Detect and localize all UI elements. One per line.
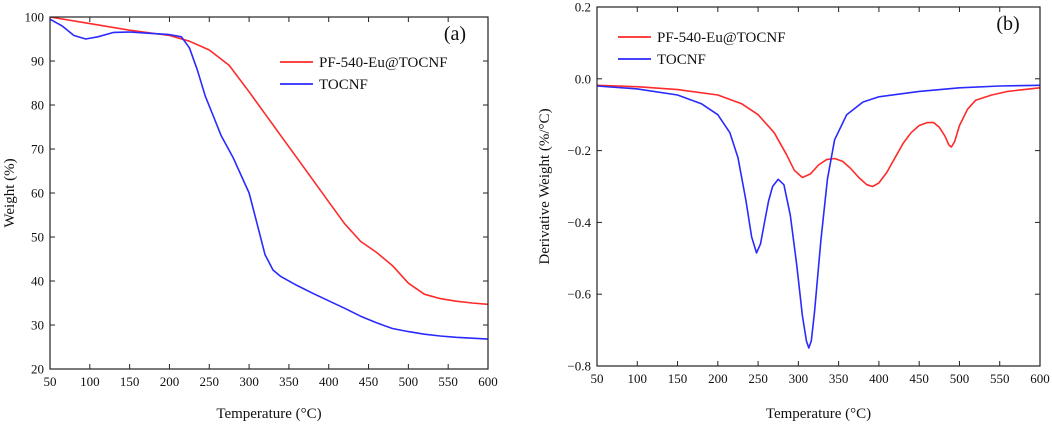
panel-b-derivative-weight-chart: 50 100 150 200 250 300 350 400 450 500 550 600 −0.8 −… bbox=[537, 0, 1050, 422]
x-tick-label: 450 bbox=[359, 374, 379, 389]
x-tick-label: 600 bbox=[1030, 371, 1050, 386]
y-tick-label: 70 bbox=[31, 142, 44, 157]
y-tick-label: 100 bbox=[25, 10, 45, 25]
y-axis-title: Weight (%) bbox=[2, 158, 18, 227]
x-tick-label: 550 bbox=[438, 374, 458, 389]
x-tick-label: 500 bbox=[399, 374, 419, 389]
y-tick-label: 60 bbox=[31, 186, 44, 201]
legend-label: PF-540-Eu@TOCNF bbox=[319, 55, 448, 71]
x-axis-title: Temperature (°C) bbox=[766, 406, 871, 422]
panel-label: (a) bbox=[444, 23, 466, 45]
y-tick-label: 0.0 bbox=[575, 71, 591, 86]
y-tick-label: 30 bbox=[31, 318, 44, 333]
y-tick-label: −0.4 bbox=[567, 215, 591, 230]
x-tick-label: 100 bbox=[628, 371, 648, 386]
y-axis-title: Derivative Weight (%/°C) bbox=[537, 108, 553, 264]
x-tick-label: 150 bbox=[120, 374, 140, 389]
panel-a-weight-chart: 50 100 150 200 250 300 350 400 450 500 550 600 20 30 4… bbox=[2, 10, 498, 423]
y-tick-label: 40 bbox=[31, 274, 44, 289]
legend: PF-540-Eu@TOCNF TOCNF bbox=[280, 55, 448, 93]
x-tick-label: 500 bbox=[950, 371, 970, 386]
y-tick-label: 0.2 bbox=[575, 0, 591, 15]
x-axis-title: Temperature (°C) bbox=[216, 406, 321, 422]
x-tick-label: 550 bbox=[990, 371, 1010, 386]
x-tick-label: 200 bbox=[708, 371, 728, 386]
x-tick-label: 150 bbox=[668, 371, 688, 386]
x-tick-label: 450 bbox=[909, 371, 929, 386]
x-tick-label: 300 bbox=[789, 371, 809, 386]
series-line-pf-540-eu-tocnf bbox=[597, 84, 1040, 188]
series-line-tocnf bbox=[50, 18, 488, 340]
x-tick-label: 50 bbox=[44, 374, 57, 389]
y-tick-label: 50 bbox=[31, 230, 44, 245]
x-tick-label: 50 bbox=[591, 371, 604, 386]
legend-label: TOCNF bbox=[657, 52, 706, 68]
x-tick-label: 250 bbox=[200, 374, 220, 389]
x-tick-label: 400 bbox=[869, 371, 889, 386]
x-tick-label: 300 bbox=[239, 374, 259, 389]
x-tick-label: 600 bbox=[478, 374, 498, 389]
y-tick-label: 80 bbox=[31, 98, 44, 113]
y-tick-label: −0.6 bbox=[567, 287, 591, 302]
y-tick-label: −0.8 bbox=[567, 359, 591, 374]
x-tick-label: 350 bbox=[829, 371, 849, 386]
x-tick-label: 100 bbox=[80, 374, 100, 389]
x-tick-label: 350 bbox=[279, 374, 299, 389]
legend-label: PF-540-Eu@TOCNF bbox=[657, 30, 786, 46]
x-tick-label: 400 bbox=[319, 374, 339, 389]
x-tick-label: 200 bbox=[160, 374, 180, 389]
plot-frame bbox=[596, 6, 1041, 367]
y-tick-label: −0.2 bbox=[567, 143, 591, 158]
legend: PF-540-Eu@TOCNF TOCNF bbox=[618, 30, 786, 68]
panel-label: (b) bbox=[996, 13, 1019, 35]
y-tick-label: 90 bbox=[31, 54, 44, 69]
series-line-tocnf bbox=[597, 84, 1040, 349]
x-tick-label: 250 bbox=[748, 371, 768, 386]
legend-label: TOCNF bbox=[319, 77, 368, 93]
y-tick-label: 20 bbox=[31, 362, 44, 377]
